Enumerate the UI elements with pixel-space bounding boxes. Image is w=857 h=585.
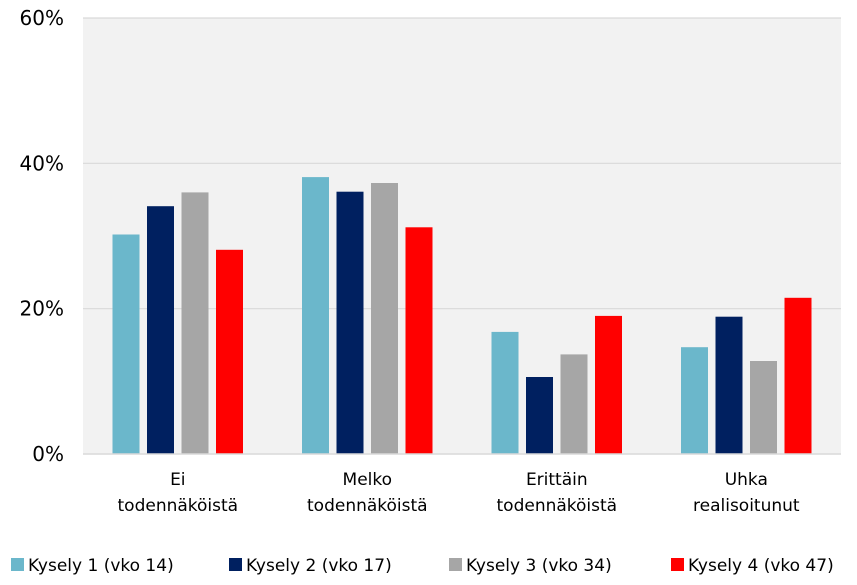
y-tick-label: 20% [20, 297, 64, 321]
x-tick-label: Ei todennäköistä [118, 470, 239, 516]
legend-swatch [229, 558, 242, 571]
x-tick-label-line: todennäköistä [118, 496, 239, 516]
bar-2-series-3 [371, 183, 398, 454]
x-tick-label-line: Ei [170, 470, 185, 490]
x-tick-label-line: Erittäin [526, 470, 588, 490]
bar-3-series-2 [526, 377, 553, 454]
bar-2-series-2 [336, 191, 364, 454]
legend-label: Kysely 2 (vko 17) [246, 556, 392, 576]
bar-4-series-1 [681, 347, 708, 454]
x-tick-label-line: Uhka [725, 470, 768, 490]
plot-area [83, 18, 841, 454]
bar-4-series-3 [750, 361, 777, 454]
y-tick-label: 0% [32, 442, 64, 466]
legend-item-1: Kysely 1 (vko 14) [11, 556, 174, 576]
bar-1-series-2 [147, 206, 174, 454]
bar-3-series-3 [560, 354, 588, 454]
bar-1-series-3 [181, 192, 209, 454]
legend-item-3: Kysely 3 (vko 34) [449, 556, 612, 576]
bar-1-series-4 [216, 249, 243, 454]
legend-label: Kysely 1 (vko 14) [28, 556, 174, 576]
x-tick-label-line: todennäköistä [497, 496, 618, 516]
x-tick-label-line: realisoitunut [693, 496, 800, 516]
bar-1-series-1 [112, 234, 140, 454]
x-tick-label: Uhka realisoitunut [693, 470, 800, 516]
bar-2-series-4 [405, 227, 433, 454]
legend-swatch [449, 558, 462, 571]
bar-2-series-1 [302, 177, 329, 454]
legend-item-2: Kysely 2 (vko 17) [229, 556, 392, 576]
x-tick-label-line: todennäköistä [307, 496, 428, 516]
bar-4-series-2 [715, 316, 743, 454]
bar-3-series-4 [595, 315, 622, 454]
legend-swatch [11, 558, 24, 571]
y-tick-label: 60% [20, 6, 64, 30]
bar-3-series-1 [491, 331, 519, 454]
y-tick-label: 40% [20, 151, 64, 175]
legend-item-4: Kysely 4 (vko 47) [671, 556, 834, 576]
x-tick-label-line: Melko [343, 470, 393, 490]
x-tick-label: Melko todennäköistä [307, 470, 428, 516]
x-tick-label: Erittäin todennäköistä [497, 470, 618, 516]
bar-4-series-4 [784, 297, 812, 454]
legend-label: Kysely 4 (vko 47) [688, 556, 834, 576]
legend-swatch [671, 558, 684, 571]
legend-label: Kysely 3 (vko 34) [466, 556, 612, 576]
